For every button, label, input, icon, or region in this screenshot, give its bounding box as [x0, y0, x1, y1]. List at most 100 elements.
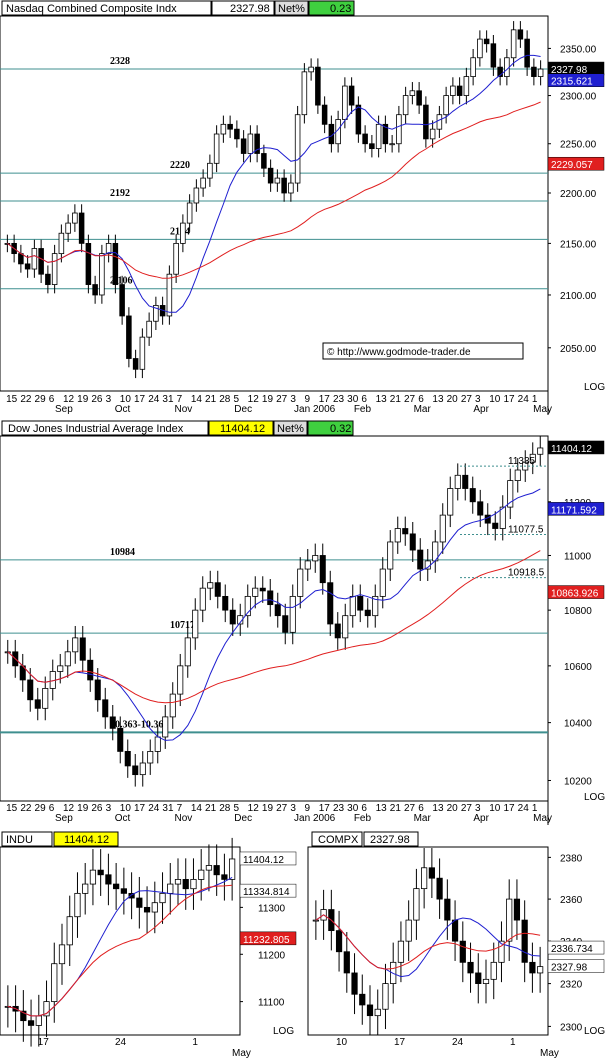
candle	[477, 38, 483, 59]
candle	[482, 978, 490, 984]
x-tick-label: 24	[148, 803, 160, 814]
x-tick-label: 10	[336, 1037, 348, 1048]
candle	[132, 358, 139, 370]
candle	[514, 469, 521, 481]
x-tick-label: 19	[77, 394, 89, 405]
x-tick-label: 14	[191, 803, 203, 814]
candle	[244, 595, 251, 617]
candle	[43, 1001, 50, 1017]
candle	[199, 587, 206, 611]
y-tick-label: 10400	[564, 719, 592, 730]
x-tick-label: 23	[333, 803, 345, 814]
level-label: 10.363-10.369	[110, 719, 168, 730]
y-tick-label: 2250.00	[560, 140, 597, 151]
candle	[372, 595, 379, 617]
candle	[517, 29, 524, 40]
candle	[467, 961, 474, 974]
price-badge	[239, 931, 297, 946]
candle	[436, 877, 443, 900]
candle	[105, 242, 112, 255]
candle	[34, 699, 41, 709]
candle	[92, 284, 98, 296]
price-badge	[547, 502, 605, 516]
y-tick-label: 2300	[560, 1022, 583, 1033]
price-badge	[547, 959, 605, 973]
indu-header: INDU 11404.12	[1, 831, 119, 847]
candle	[537, 68, 544, 77]
candle	[490, 961, 497, 980]
candle	[321, 104, 328, 125]
candle	[436, 114, 443, 130]
y-tick-label: 2150.00	[560, 239, 597, 250]
candle	[389, 143, 395, 146]
x-tick-label: 24	[148, 394, 160, 405]
month-label: Apr	[473, 404, 489, 415]
candle	[369, 143, 375, 150]
x-tick-label: 19	[262, 803, 274, 814]
candle	[364, 609, 371, 617]
month-label: Jan 2006	[294, 404, 336, 415]
nasdaq-scale: LOG	[584, 382, 605, 393]
candle	[27, 679, 34, 701]
candle	[359, 993, 366, 1006]
candle	[227, 123, 233, 130]
x-tick-label: 10	[489, 394, 501, 405]
candle	[190, 879, 197, 890]
candle	[301, 71, 308, 116]
candle	[444, 898, 451, 921]
candle	[312, 919, 319, 922]
x-tick-label: 3	[106, 803, 112, 814]
candle	[120, 888, 127, 894]
x-tick-label: 7	[177, 394, 183, 405]
candle	[221, 874, 228, 880]
candle	[159, 892, 166, 904]
x-tick-label: 3	[290, 394, 296, 405]
candle	[237, 615, 244, 625]
candle	[113, 883, 120, 890]
candle	[297, 568, 304, 597]
x-tick-label: 21	[205, 394, 217, 405]
candle	[167, 883, 174, 894]
month-label: Dec	[234, 404, 252, 415]
candle	[200, 177, 206, 189]
candle	[45, 273, 51, 285]
moving-average-line	[7, 101, 541, 279]
x-tick-label: 19	[77, 803, 89, 814]
price-badge	[547, 73, 605, 87]
candle	[348, 85, 355, 106]
candle	[261, 153, 267, 169]
candle	[126, 315, 132, 359]
candle	[220, 123, 227, 135]
candle	[207, 582, 214, 589]
candle	[177, 665, 184, 695]
x-tick-label: 24	[115, 1037, 127, 1048]
annotation-text: © http://www.godmode-trader.de	[327, 347, 471, 358]
candle	[229, 858, 236, 880]
candle	[85, 242, 92, 285]
compx-plot: 238023602340232023002336.7342327.9810172…	[312, 848, 605, 1059]
x-tick-label: 7	[177, 803, 183, 814]
x-tick-label: 12	[248, 394, 260, 405]
x-tick-label: 3	[290, 803, 296, 814]
y-tick-label: 11200	[258, 950, 286, 961]
moving-average-line	[7, 884, 233, 1017]
x-tick-label: 27	[461, 803, 473, 814]
moving-average-line	[7, 488, 541, 741]
x-tick-label: 1	[532, 803, 538, 814]
month-label: Nov	[175, 404, 193, 415]
candle	[128, 892, 135, 899]
price-badge	[547, 156, 605, 171]
y-tick-label: 2100.00	[560, 291, 597, 302]
y-tick-label: 2360	[560, 895, 583, 906]
compx-header: COMPX 2327.98	[311, 831, 419, 847]
candle	[99, 253, 105, 296]
y-tick-label: 2320	[560, 980, 583, 991]
candle	[504, 57, 510, 77]
dow-title: Dow Jones Industrial Average Index	[8, 423, 184, 435]
candle	[483, 38, 490, 45]
x-tick-label: 31	[162, 394, 174, 405]
nasdaq-net-label: Net%	[278, 3, 305, 15]
x-tick-label: 30	[347, 394, 359, 405]
x-tick-label: 13	[376, 803, 388, 814]
x-tick-label: 1	[510, 1037, 516, 1048]
